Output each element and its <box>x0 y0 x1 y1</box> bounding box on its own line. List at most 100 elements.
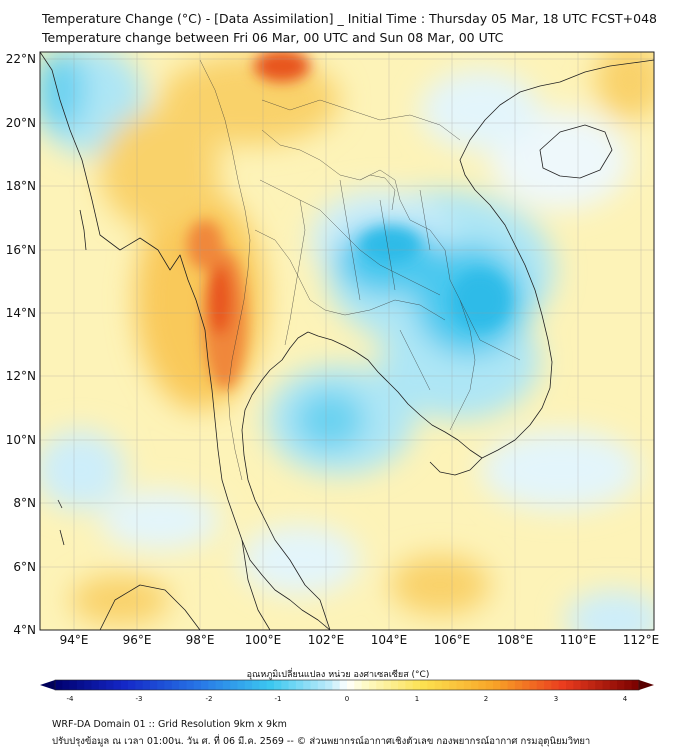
colorbar-cell <box>514 680 523 690</box>
colorbar-cell <box>602 680 611 690</box>
colorbar-cell <box>383 680 392 690</box>
colorbar-cell <box>274 680 282 690</box>
lat-tick-label: 22°N <box>6 52 36 66</box>
colorbar-cell <box>522 680 530 690</box>
colorbar-cell <box>193 680 202 690</box>
colorbar-tick-label: 0 <box>345 695 349 703</box>
colorbar <box>40 679 654 691</box>
colorbar-cell <box>529 680 538 690</box>
lat-tick-label: 20°N <box>6 116 36 130</box>
colorbar-cell <box>244 680 253 690</box>
colorbar-cell <box>120 680 129 690</box>
colorbar-frame <box>54 679 640 691</box>
colorbar-cell <box>427 680 435 690</box>
colorbar-min-arrow <box>40 680 55 690</box>
colorbar-cell <box>412 680 421 690</box>
colorbar-cell <box>135 680 143 690</box>
colorbar-cell <box>222 680 231 690</box>
chart-subtitle: Temperature change between Fri 06 Mar, 0… <box>42 30 504 45</box>
chart-title: Temperature Change (°C) - [Data Assimila… <box>42 11 657 26</box>
colorbar-cell <box>368 680 377 690</box>
colorbar-tick-label: 3 <box>554 695 558 703</box>
colorbar-cell <box>463 680 472 690</box>
colorbar-cell <box>303 680 311 690</box>
colorbar-cell <box>310 680 319 690</box>
colorbar-cell <box>361 680 370 690</box>
colorbar-cell <box>471 680 479 690</box>
lon-tick-label: 102°E <box>308 633 345 647</box>
colorbar-cell <box>551 680 560 690</box>
map-frame <box>39 51 655 631</box>
colorbar-tick-label: -4 <box>67 695 75 703</box>
colorbar-cell <box>624 680 633 690</box>
colorbar-cell <box>449 680 457 690</box>
colorbar-tick-label: -3 <box>136 695 143 703</box>
colorbar-cell <box>339 680 348 690</box>
colorbar-cell <box>573 680 581 690</box>
colorbar-cell <box>580 680 589 690</box>
colorbar-cell <box>281 680 289 690</box>
lon-tick-label: 94°E <box>60 633 89 647</box>
colorbar-cell <box>62 680 70 690</box>
footer-model-info: WRF-DA Domain 01 :: Grid Resolution 9km … <box>52 719 287 730</box>
lon-tick-label: 108°E <box>497 633 534 647</box>
colorbar-cell <box>587 680 596 690</box>
colorbar-cell <box>215 680 224 690</box>
colorbar-max-arrow <box>639 680 654 690</box>
colorbar-cell <box>317 680 326 690</box>
lon-tick-label: 110°E <box>560 633 597 647</box>
colorbar-cell <box>84 680 92 690</box>
colorbar-cell <box>558 680 567 690</box>
colorbar-cell <box>149 680 158 690</box>
lat-axis: 22°N 20°N 18°N 16°N 14°N 12°N 10°N 8°N 6… <box>6 52 36 637</box>
lon-tick-label: 96°E <box>123 633 152 647</box>
colorbar-cell <box>325 680 333 690</box>
lat-tick-label: 6°N <box>13 560 36 574</box>
colorbar-cell <box>398 680 406 690</box>
lon-tick-label: 106°E <box>434 633 471 647</box>
colorbar-cell <box>106 680 114 690</box>
colorbar-cell <box>609 680 618 690</box>
colorbar-ticks: -4 -3 -2 -1 0 1 2 3 4 <box>67 695 628 703</box>
colorbar-tick-label: 4 <box>623 695 628 703</box>
lat-tick-label: 16°N <box>6 243 36 257</box>
colorbar-cell <box>434 680 443 690</box>
colorbar-cell <box>617 680 625 690</box>
colorbar-cell <box>98 680 107 690</box>
lat-tick-label: 14°N <box>6 306 36 320</box>
colorbar-cell <box>288 680 297 690</box>
admin-borders <box>199 59 521 481</box>
lon-tick-label: 112°E <box>623 633 660 647</box>
lat-tick-label: 10°N <box>6 433 36 447</box>
colorbar-tick-label: -1 <box>275 695 282 703</box>
colorbar-cell <box>186 680 195 690</box>
colorbar-cell <box>266 680 275 690</box>
colorbar-cell <box>113 680 122 690</box>
lat-tick-label: 12°N <box>6 369 36 383</box>
colorbar-cell <box>128 680 136 690</box>
lat-tick-label: 18°N <box>6 179 36 193</box>
colorbar-cell <box>142 680 151 690</box>
temperature-field <box>40 52 654 630</box>
colorbar-cell <box>420 680 428 690</box>
footer-credit: ปรับปรุงข้อมูล ณ เวลา 01:00น. วัน ศ. ที่… <box>52 736 591 747</box>
colorbar-cell <box>478 680 487 690</box>
colorbar-cell <box>91 680 100 690</box>
lat-tick-label: 4°N <box>13 623 36 637</box>
colorbar-cell <box>69 680 78 690</box>
coastlines <box>40 52 654 630</box>
colorbar-cell <box>171 680 180 690</box>
colorbar-cell <box>201 680 209 690</box>
colorbar-cell <box>485 680 494 690</box>
colorbar-cell <box>354 680 362 690</box>
colorbar-cell <box>259 680 268 690</box>
colorbar-cell <box>595 680 603 690</box>
colorbar-cell <box>536 680 545 690</box>
colorbar-cell <box>332 680 341 690</box>
graticule <box>40 52 654 630</box>
colorbar-cell <box>507 680 516 690</box>
colorbar-cell <box>493 680 501 690</box>
colorbar-cell <box>208 680 216 690</box>
colorbar-cell <box>347 680 355 690</box>
